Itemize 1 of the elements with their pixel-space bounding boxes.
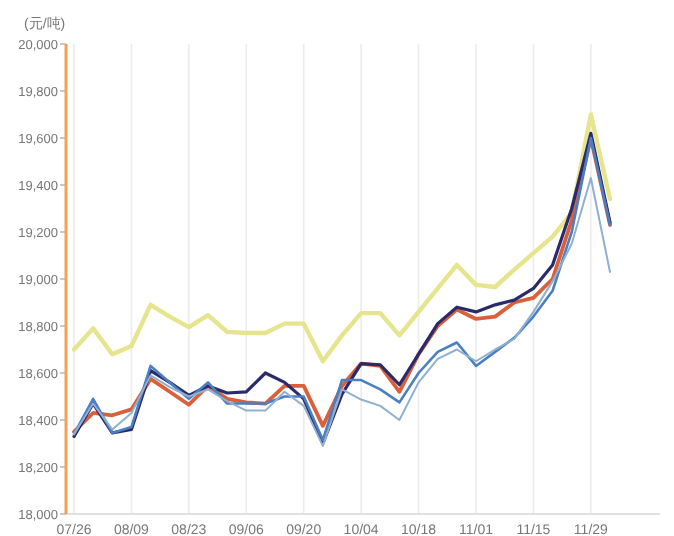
line-series — [71, 112, 613, 364]
